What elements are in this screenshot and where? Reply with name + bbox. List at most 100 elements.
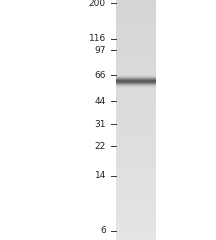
Bar xyxy=(116,66,156,67)
Text: 44: 44 xyxy=(95,97,106,106)
Bar xyxy=(116,71,156,72)
Bar xyxy=(116,77,156,78)
Bar xyxy=(116,86,156,87)
Bar xyxy=(116,83,156,84)
Bar xyxy=(116,179,156,180)
Bar xyxy=(116,174,156,175)
Bar xyxy=(116,107,156,108)
Bar xyxy=(116,60,156,61)
Bar xyxy=(116,30,156,31)
Bar xyxy=(116,120,156,121)
Bar xyxy=(116,194,156,195)
Bar xyxy=(116,137,156,138)
Bar xyxy=(116,170,156,171)
Bar xyxy=(116,54,156,55)
Bar xyxy=(116,46,156,47)
Bar xyxy=(116,85,156,86)
Bar xyxy=(116,114,156,115)
Bar xyxy=(116,22,156,23)
Bar xyxy=(116,103,156,104)
Text: 116: 116 xyxy=(89,34,106,43)
Bar xyxy=(116,4,156,5)
Bar xyxy=(116,90,156,91)
Bar xyxy=(116,152,156,153)
Bar xyxy=(116,164,156,165)
Bar xyxy=(116,127,156,128)
Bar xyxy=(116,230,156,231)
Bar xyxy=(116,40,156,41)
Bar xyxy=(116,97,156,98)
Bar xyxy=(116,72,156,73)
Bar xyxy=(116,5,156,6)
Bar xyxy=(116,213,156,214)
Bar xyxy=(116,214,156,215)
Bar xyxy=(116,167,156,168)
Bar xyxy=(116,129,156,130)
Bar xyxy=(116,89,156,90)
Bar xyxy=(116,210,156,211)
Bar xyxy=(116,229,156,230)
Bar xyxy=(116,21,156,22)
Bar xyxy=(116,192,156,193)
Bar xyxy=(116,10,156,11)
Bar xyxy=(116,47,156,48)
Bar xyxy=(116,75,156,76)
Bar xyxy=(116,211,156,212)
Bar xyxy=(116,212,156,213)
Bar xyxy=(116,144,156,145)
Bar xyxy=(116,70,156,71)
Text: 200: 200 xyxy=(89,0,106,8)
Bar xyxy=(116,204,156,205)
Bar xyxy=(116,199,156,200)
Bar xyxy=(116,225,156,226)
Bar xyxy=(116,133,156,134)
Bar xyxy=(116,37,156,38)
Bar xyxy=(116,7,156,8)
Bar xyxy=(116,74,156,75)
Bar xyxy=(116,122,156,123)
Bar xyxy=(116,88,156,89)
Bar xyxy=(116,195,156,196)
Bar xyxy=(116,221,156,222)
Bar xyxy=(116,56,156,57)
Bar xyxy=(116,165,156,166)
Bar xyxy=(116,234,156,235)
Bar xyxy=(116,63,156,64)
Bar xyxy=(116,148,156,149)
Bar xyxy=(116,87,156,88)
Bar xyxy=(116,94,156,95)
Bar xyxy=(116,101,156,102)
Bar xyxy=(116,185,156,186)
Bar xyxy=(116,160,156,161)
Bar xyxy=(116,223,156,224)
Bar xyxy=(116,27,156,28)
Bar xyxy=(116,233,156,234)
Bar xyxy=(116,35,156,36)
Bar xyxy=(116,59,156,60)
Bar xyxy=(116,173,156,174)
Bar xyxy=(116,226,156,227)
Bar xyxy=(116,125,156,126)
Bar xyxy=(116,203,156,204)
Bar xyxy=(116,96,156,97)
Bar xyxy=(116,91,156,92)
Bar xyxy=(116,180,156,181)
Bar xyxy=(116,146,156,147)
Bar xyxy=(116,130,156,131)
Bar xyxy=(116,163,156,164)
Bar xyxy=(116,73,156,74)
Bar xyxy=(116,197,156,198)
Bar xyxy=(116,128,156,129)
Bar xyxy=(116,67,156,68)
Bar xyxy=(116,58,156,59)
Bar xyxy=(116,57,156,58)
Bar xyxy=(116,62,156,63)
Bar xyxy=(116,156,156,157)
Bar xyxy=(116,202,156,203)
Bar xyxy=(116,126,156,127)
Bar xyxy=(116,162,156,163)
Bar xyxy=(116,161,156,162)
Bar xyxy=(116,105,156,106)
Bar xyxy=(116,159,156,160)
Bar xyxy=(116,177,156,178)
